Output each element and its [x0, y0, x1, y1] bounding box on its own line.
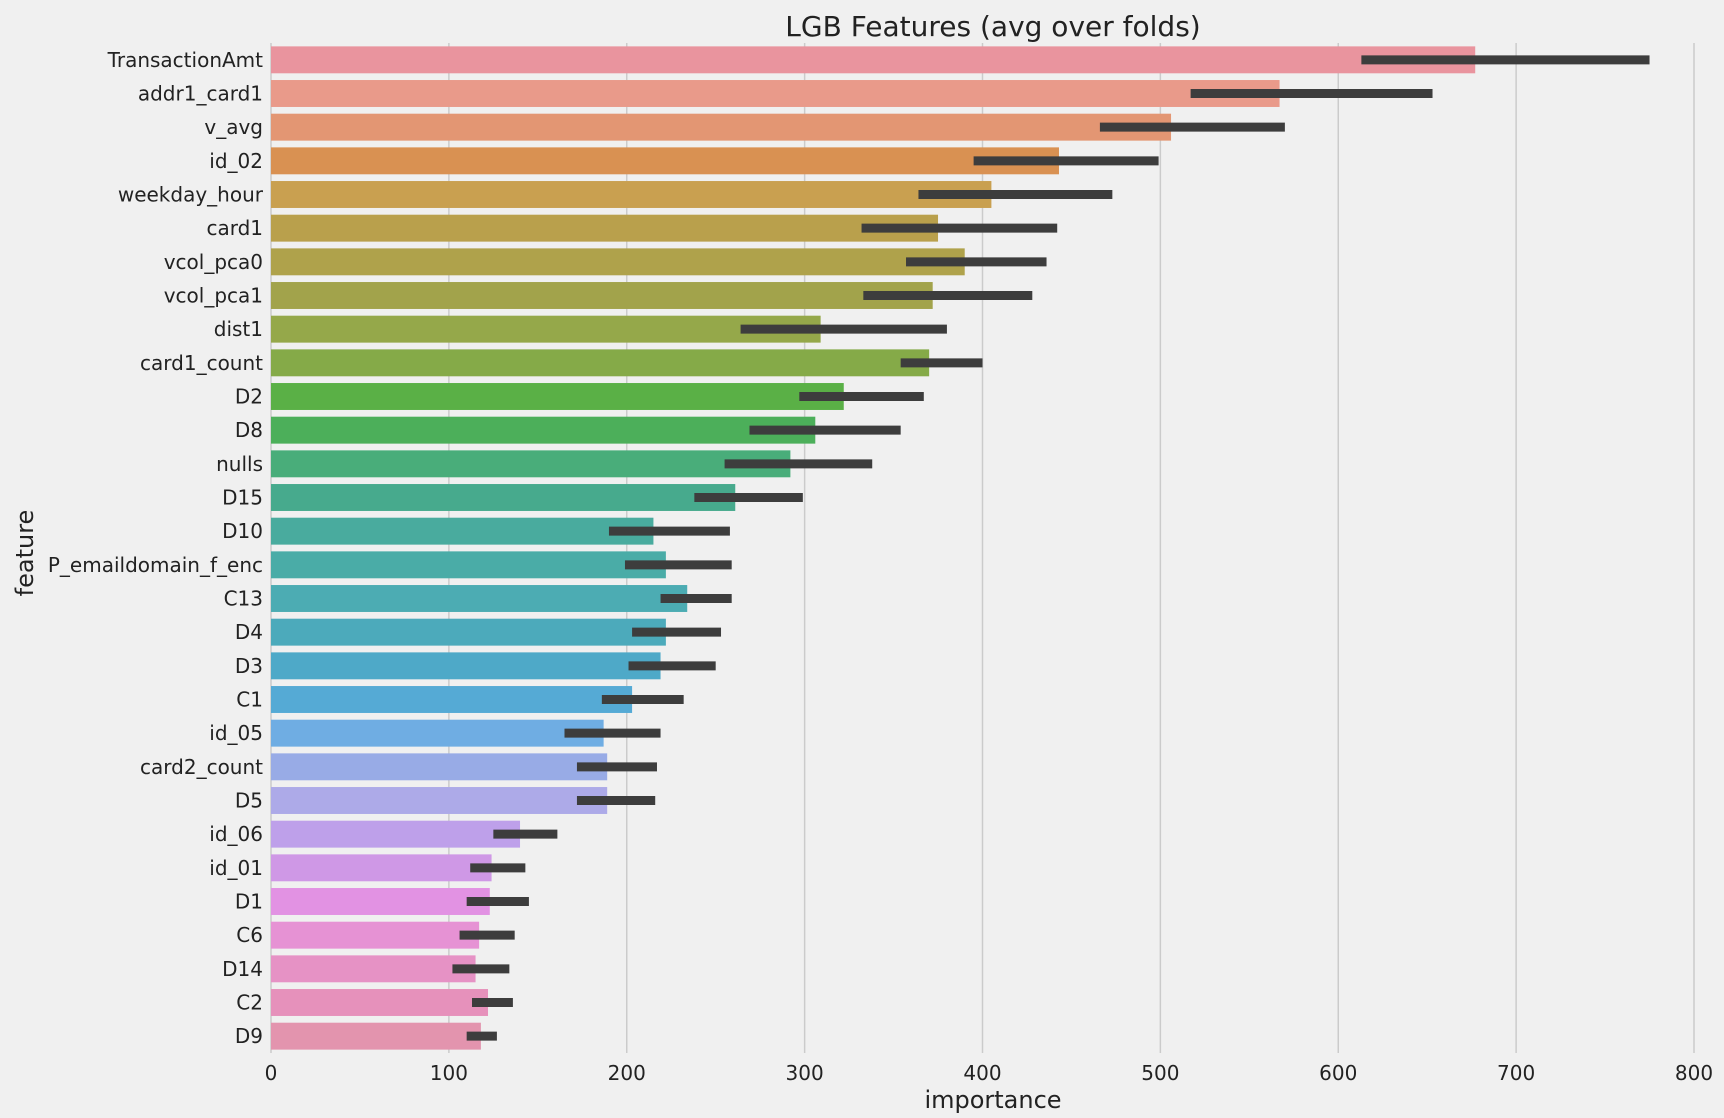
y-tick-labels: TransactionAmt addr1_card1 v_avg id_02weekd… [48, 48, 264, 1048]
y-tick-label: C1 [236, 688, 263, 712]
y-tick-label: D2 [235, 385, 263, 409]
x-tick-labels: 0 100 200 300 400 500 600 700 800 [265, 1061, 1713, 1085]
bar [271, 955, 476, 983]
x-tick-label: 500 [1141, 1061, 1179, 1085]
y-tick-label: D9 [235, 1024, 263, 1048]
y-tick-label: D14 [222, 957, 263, 981]
bar [271, 248, 965, 276]
bar [271, 820, 521, 848]
bar [271, 416, 816, 444]
bar [271, 787, 608, 814]
bar [271, 517, 654, 545]
y-tick-label: P_emaildomain_f_enc [48, 553, 263, 577]
bar [271, 383, 844, 410]
y-tick-label: D10 [222, 519, 263, 543]
bar [271, 349, 930, 377]
bars [271, 46, 1476, 1050]
y-tick-label: C13 [224, 587, 263, 611]
bar [271, 315, 821, 343]
x-tick-label: 800 [1675, 1061, 1713, 1085]
bar [271, 854, 492, 882]
bar [271, 46, 1476, 74]
y-tick-label: card1 [206, 216, 263, 240]
chart-title: LGB Features (avg over folds) [785, 10, 1200, 43]
bar [271, 80, 1280, 107]
bar [271, 450, 791, 478]
y-tick-label: id_01 [209, 856, 263, 880]
y-tick-label: D5 [235, 789, 263, 813]
y-tick-label: card1_count [140, 351, 263, 375]
bar [271, 282, 933, 309]
y-tick-label: vcol_pca0 [164, 250, 263, 274]
y-tick-label: id_05 [209, 721, 263, 745]
y-tick-label: weekday_hour [118, 183, 264, 207]
y-tick-label: id_02 [209, 149, 263, 173]
y-tick-label: card2_count [140, 755, 263, 779]
bar [271, 719, 604, 747]
y-tick-label: D8 [235, 418, 263, 442]
x-tick-label: 300 [786, 1061, 824, 1085]
grid-lines [270, 43, 1695, 1053]
x-tick-label: 100 [430, 1061, 468, 1085]
bar [271, 147, 1059, 175]
error-bars [452, 55, 1650, 1041]
y-tick-label: D3 [235, 654, 263, 678]
y-tick-label: vcol_pca1 [164, 284, 263, 308]
bar [271, 214, 939, 242]
y-tick-label: addr1_card1 [138, 82, 263, 106]
bar [271, 484, 736, 511]
bar [271, 113, 1172, 141]
y-tick-label: v_avg [204, 115, 263, 139]
bar [271, 888, 490, 915]
bar [271, 753, 608, 781]
x-tick-label: 200 [608, 1061, 646, 1085]
bar [271, 989, 489, 1016]
y-tick-label: D1 [235, 890, 263, 914]
y-tick-label: C2 [236, 991, 263, 1015]
x-tick-label: 0 [265, 1061, 278, 1085]
bar [271, 618, 666, 646]
bar [271, 921, 480, 949]
x-tick-label: 700 [1497, 1061, 1535, 1085]
bar [271, 1022, 481, 1050]
x-axis-label: importance [924, 1086, 1061, 1114]
y-tick-label: TransactionAmt [107, 48, 264, 72]
x-tick-label: 600 [1319, 1061, 1357, 1085]
bar [271, 181, 992, 208]
x-tick-label: 400 [963, 1061, 1001, 1085]
y-axis-label: feature [11, 510, 39, 597]
y-tick-label: id_06 [209, 822, 263, 846]
y-tick-label: D15 [222, 486, 263, 510]
bar [271, 652, 661, 680]
bar [271, 551, 666, 579]
y-tick-label: D4 [235, 620, 263, 644]
y-tick-label: dist1 [214, 317, 263, 341]
y-tick-label: C6 [236, 923, 263, 947]
bar [271, 585, 688, 612]
bar [271, 686, 633, 713]
y-tick-label: nulls [216, 452, 263, 476]
